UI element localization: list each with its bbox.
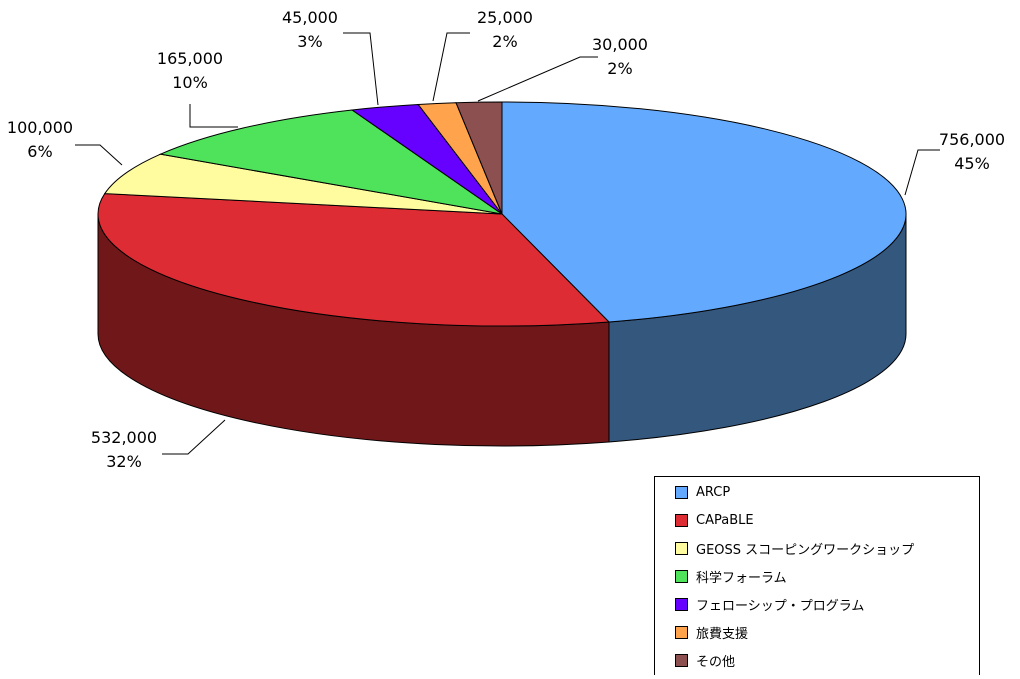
legend-item-2: GEOSS スコーピングワークショップ: [675, 539, 915, 558]
legend-label-3: 科学フォーラム: [696, 570, 787, 586]
legend-item-4: フェローシップ・プログラム: [675, 595, 865, 614]
pie-slice-2: [103, 153, 503, 215]
legend-label-1: CAPaBLE: [696, 512, 754, 528]
legend-swatch-3: [675, 569, 688, 583]
value-label-5: 25,000: [477, 8, 533, 27]
legend-swatch-5: [675, 625, 688, 639]
percent-label-2: 6%: [27, 142, 52, 161]
legend-label-2: GEOSS スコーピングワークショップ: [696, 542, 915, 558]
legend-swatch-6: [675, 653, 688, 667]
leader-line-2: [75, 144, 123, 166]
legend-swatch-4: [675, 597, 688, 611]
leader-line-6: [477, 56, 598, 102]
leader-line-0: [904, 149, 940, 196]
value-label-0: 756,000: [939, 130, 1005, 149]
legend-label-5: 旅費支援: [696, 626, 749, 642]
legend-swatch-1: [675, 513, 688, 527]
leader-line-4: [343, 32, 379, 106]
legend-swatch-0: [675, 485, 688, 499]
value-label-1: 532,000: [91, 428, 157, 447]
percent-label-0: 45%: [954, 154, 990, 173]
leader-lines: [75, 32, 940, 455]
percent-label-1: 32%: [106, 452, 142, 471]
value-label-6: 30,000: [592, 35, 648, 54]
legend-swatch-2: [675, 541, 688, 555]
leader-line-1: [162, 419, 226, 455]
legend-item-3: 科学フォーラム: [675, 567, 787, 586]
pie-top-slices: [97, 101, 907, 327]
legend-label-4: フェローシップ・プログラム: [696, 598, 865, 614]
pie-slice-0: [501, 101, 907, 323]
value-label-2: 100,000: [7, 118, 73, 137]
pie-slice-1: [97, 193, 611, 327]
legend-label-6: その他: [696, 654, 736, 670]
legend-item-1: CAPaBLE: [675, 511, 754, 529]
percent-label-5: 2%: [492, 32, 517, 51]
legend-label-0: ARCP: [696, 484, 731, 500]
value-label-4: 45,000: [282, 8, 338, 27]
pie-slice-6: [455, 101, 503, 215]
data-labels: 756,000 45% 532,000 32% 100,000 6% 165,000 10% 4…: [7, 8, 1005, 471]
percent-label-4: 3%: [297, 32, 322, 51]
legend-item-0: ARCP: [675, 483, 730, 501]
legend-item-6: その他: [675, 651, 736, 670]
percent-label-6: 2%: [607, 59, 632, 78]
value-label-3: 165,000: [157, 49, 223, 68]
leader-line-5: [432, 32, 470, 102]
percent-label-3: 10%: [172, 73, 208, 92]
legend: ARCP CAPaBLE GEOSS スコーピングワークショップ 科学フォーラムフェロ…: [654, 476, 980, 675]
legend-item-5: 旅費支援: [675, 623, 749, 642]
pie-slice-3: [158, 109, 503, 215]
leader-line-3: [189, 104, 238, 128]
